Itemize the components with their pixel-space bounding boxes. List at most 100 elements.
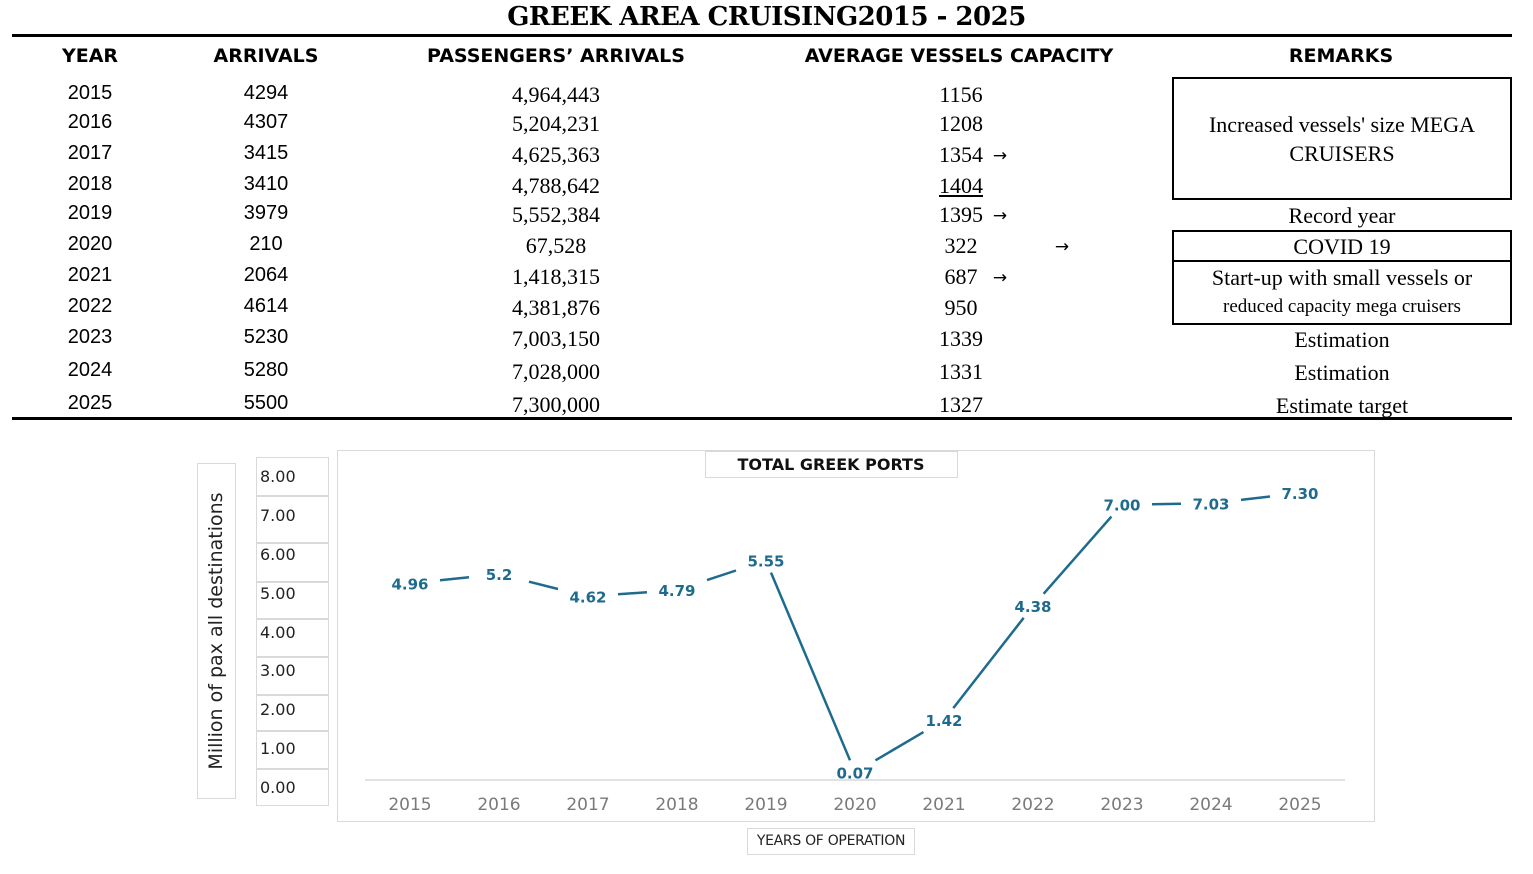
cell-arrivals: 4614	[243, 295, 289, 317]
data-label: 4.62	[569, 589, 606, 607]
cell-passengers: 5,204,231	[512, 111, 600, 136]
cell-passengers: 5,552,384	[512, 202, 600, 227]
cell-year: 2015	[67, 82, 113, 104]
header-capacity: AVERAGE VESSELS CAPACITY	[804, 45, 1114, 67]
cell-year: 2025	[67, 392, 113, 414]
x-axis-label: YEARS OF OPERATION	[756, 833, 906, 849]
remark-box-startup	[1172, 260, 1512, 325]
cell-arrivals: 2064	[243, 264, 289, 286]
header-remarks: REMARKS	[1288, 45, 1394, 67]
cell-passengers: 4,788,642	[512, 173, 600, 198]
header-arrivals: ARRIVALS	[213, 45, 319, 67]
y-tick-label: 0.00	[260, 778, 296, 797]
cell-capacity: 1327	[939, 392, 983, 417]
y-tick-label: 8.00	[260, 467, 296, 486]
y-tick-label: 7.00	[260, 505, 296, 525]
cell-capacity: 687	[944, 264, 978, 289]
data-label: 4.96	[391, 575, 428, 593]
cell-arrivals: 5500	[243, 392, 289, 414]
remark-estimation-2024: Estimation	[1294, 360, 1390, 385]
cell-passengers: 67,528	[525, 233, 587, 258]
cell-capacity: 1156	[939, 82, 983, 107]
remark-mega-line1: Increased vessels' size MEGA	[1208, 112, 1476, 137]
cell-passengers: 4,381,876	[512, 295, 600, 320]
chart-plot-frame	[337, 450, 1375, 822]
y-tick-box	[256, 582, 329, 619]
y-tick-label: 5.00	[260, 583, 296, 603]
remark-target-2025: Estimate target	[1275, 393, 1409, 418]
y-tick-label: 4.00	[260, 622, 296, 642]
remark-record: Record year	[1288, 203, 1396, 228]
cell-arrivals: 3979	[243, 202, 289, 224]
x-axis-label-box	[747, 828, 915, 855]
data-label: 7.30	[1281, 485, 1318, 503]
cell-arrivals: 4307	[243, 111, 289, 133]
series-line-segment	[1240, 495, 1271, 502]
cell-capacity: 1395	[939, 202, 983, 227]
data-label: 0.07	[836, 764, 873, 782]
table-title: GREEK AREA CRUISING2015 - 2025	[507, 2, 1026, 32]
cell-arrivals: 4294	[243, 82, 289, 104]
data-label: 4.79	[658, 582, 695, 600]
cell-arrivals: 3415	[243, 142, 289, 164]
arrow-icon: →	[992, 206, 1008, 226]
x-tick-label: 2022	[1011, 795, 1054, 815]
series-line-segment	[769, 572, 852, 761]
y-tick-label: 2.00	[260, 700, 296, 720]
header-year: YEAR	[61, 45, 119, 67]
y-tick-box	[256, 731, 329, 769]
x-tick-label: 2024	[1189, 795, 1232, 815]
arrow-icon: →	[992, 146, 1008, 166]
series-line-segment	[439, 575, 470, 582]
y-tick-box	[256, 695, 329, 731]
remark-mega: Increased vessels' size MEGA CRUISERS	[1172, 110, 1512, 168]
cell-arrivals: 3410	[243, 173, 289, 195]
series-line-segment	[617, 590, 648, 596]
cell-arrivals: 210	[249, 233, 283, 255]
x-tick-label: 2016	[477, 795, 520, 815]
cell-year: 2019	[67, 202, 113, 224]
data-label: 7.00	[1103, 497, 1140, 515]
series-line-segment	[706, 569, 737, 582]
header-passengers: PASSENGERS’ ARRIVALS	[427, 45, 685, 67]
y-tick-box	[256, 496, 329, 543]
series-line-segment	[952, 617, 1025, 709]
cell-arrivals: 5280	[243, 359, 289, 381]
data-label: 4.38	[1014, 598, 1051, 616]
cell-arrivals: 5230	[243, 326, 289, 348]
cell-capacity: 1339	[939, 326, 983, 351]
data-label: 1.42	[925, 712, 962, 730]
y-tick-label: 6.00	[260, 544, 296, 564]
data-label: 5.2	[486, 566, 513, 584]
data-label: 7.03	[1192, 495, 1229, 513]
y-tick-box	[256, 543, 329, 582]
arrow-icon: →	[992, 268, 1008, 288]
y-tick-box	[256, 769, 329, 806]
cell-year: 2021	[67, 264, 113, 286]
y-tick-box	[256, 619, 329, 657]
cell-capacity: 1331	[939, 359, 983, 384]
x-tick-label: 2025	[1278, 795, 1321, 815]
cell-year: 2023	[67, 326, 113, 348]
cell-year: 2022	[67, 295, 113, 317]
cell-passengers: 7,003,150	[512, 326, 600, 351]
x-tick-label: 2020	[833, 795, 876, 815]
remark-startup: Start-up with small vessels or reduced c…	[1172, 263, 1512, 321]
y-tick-box	[256, 457, 329, 496]
cell-year: 2016	[67, 111, 113, 133]
arrow-icon: →	[1054, 237, 1070, 257]
remark-box-mega	[1172, 77, 1512, 200]
x-tick-label: 2023	[1100, 795, 1143, 815]
y-axis-label-box	[197, 463, 236, 799]
chart-title-box	[705, 451, 958, 478]
cell-year: 2018	[67, 173, 113, 195]
cell-passengers: 7,300,000	[512, 392, 600, 417]
cell-capacity: 1208	[939, 111, 983, 136]
x-tick-label: 2017	[566, 795, 609, 815]
x-tick-label: 2019	[744, 795, 787, 815]
series-line-segment	[874, 731, 925, 762]
y-tick-label: 3.00	[260, 661, 296, 681]
remark-mega-line2: CRUISERS	[1289, 141, 1395, 166]
series-line-segment	[528, 580, 559, 591]
